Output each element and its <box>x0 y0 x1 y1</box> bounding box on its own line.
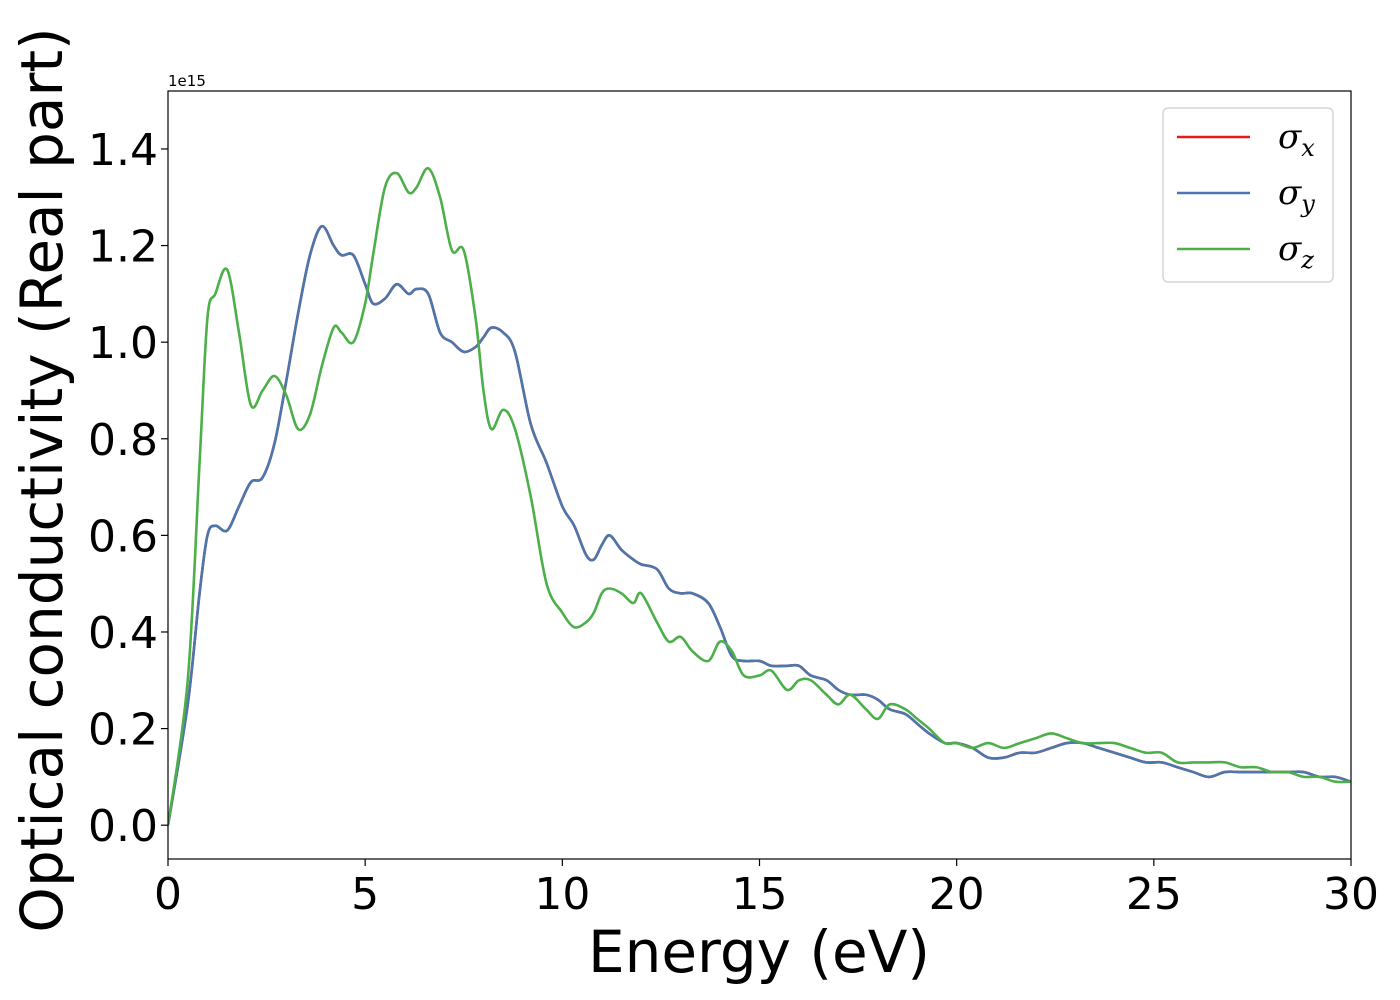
x-tick-label: 15 <box>732 869 788 920</box>
series-lines <box>168 166 1351 826</box>
series-line-x <box>168 224 1351 826</box>
legend-item-x: σx <box>1177 117 1315 162</box>
series-line-y <box>168 224 1351 826</box>
y-axis: 0.0 0.2 0.4 0.6 0.8 1.0 1.2 1.4 <box>88 125 168 852</box>
y-tick-label: 1.0 <box>88 318 158 369</box>
y-tick-label: 0.0 <box>88 801 158 852</box>
legend-label: σz <box>1278 229 1314 274</box>
y-axis-title: Optical conductivity (Real part) <box>8 27 76 932</box>
x-axis: 0 5 10 15 20 25 30 <box>154 859 1379 920</box>
y-tick-label: 1.2 <box>88 222 158 273</box>
y-offset-text: 1e15 <box>168 72 206 90</box>
series-line-z <box>168 166 1351 826</box>
x-tick-label: 30 <box>1323 869 1379 920</box>
legend-label: σy <box>1278 173 1315 218</box>
x-tick-label: 25 <box>1126 869 1182 920</box>
x-axis-title: Energy (eV) <box>588 918 930 986</box>
x-tick-label: 10 <box>534 869 590 920</box>
y-tick-label: 0.6 <box>88 511 158 562</box>
x-tick-label: 20 <box>929 869 985 920</box>
plot-area <box>168 166 1351 826</box>
y-tick-label: 0.8 <box>88 415 158 466</box>
legend-label: σx <box>1278 117 1315 162</box>
y-tick-label: 1.4 <box>88 125 158 176</box>
y-tick-label: 0.4 <box>88 608 158 659</box>
legend-item-z: σz <box>1177 229 1314 274</box>
legend-box <box>1162 107 1334 283</box>
x-tick-label: 0 <box>154 869 182 920</box>
legend: σx σy σz <box>1162 107 1334 283</box>
y-tick-label: 0.2 <box>88 705 158 756</box>
legend-item-y: σy <box>1177 173 1315 218</box>
x-tick-label: 5 <box>351 869 379 920</box>
